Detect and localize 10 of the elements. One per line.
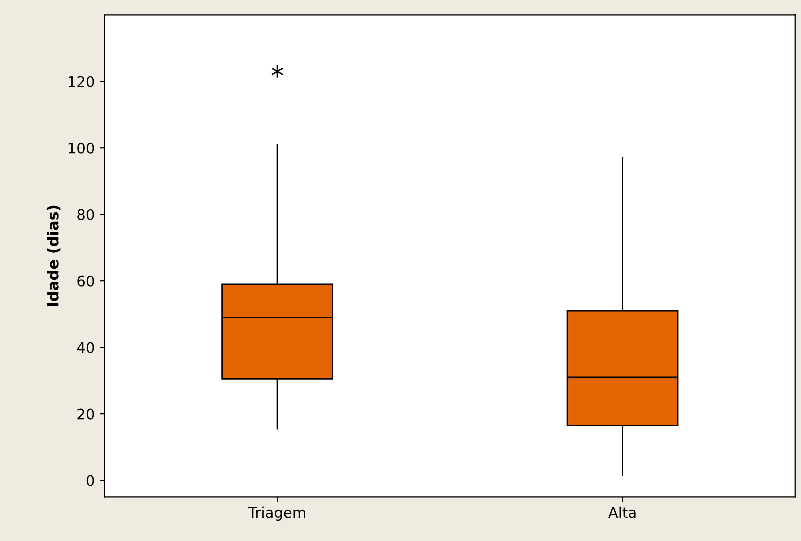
y-tick-label: 100 <box>68 142 94 154</box>
y-axis-title: Idade (dias) <box>47 206 61 306</box>
y-tick-label: 40 <box>77 342 94 354</box>
y-tick-label: 60 <box>78 276 94 287</box>
y-tick-label: 20 <box>78 408 94 420</box>
y-tick-label: 0 <box>86 475 94 486</box>
x-tick-label: Triagem <box>248 506 306 522</box>
x-tick-label: Alta <box>608 506 636 518</box>
y-tick-label: 80 <box>78 209 94 220</box>
y-tick-label: 120 <box>68 76 94 88</box>
